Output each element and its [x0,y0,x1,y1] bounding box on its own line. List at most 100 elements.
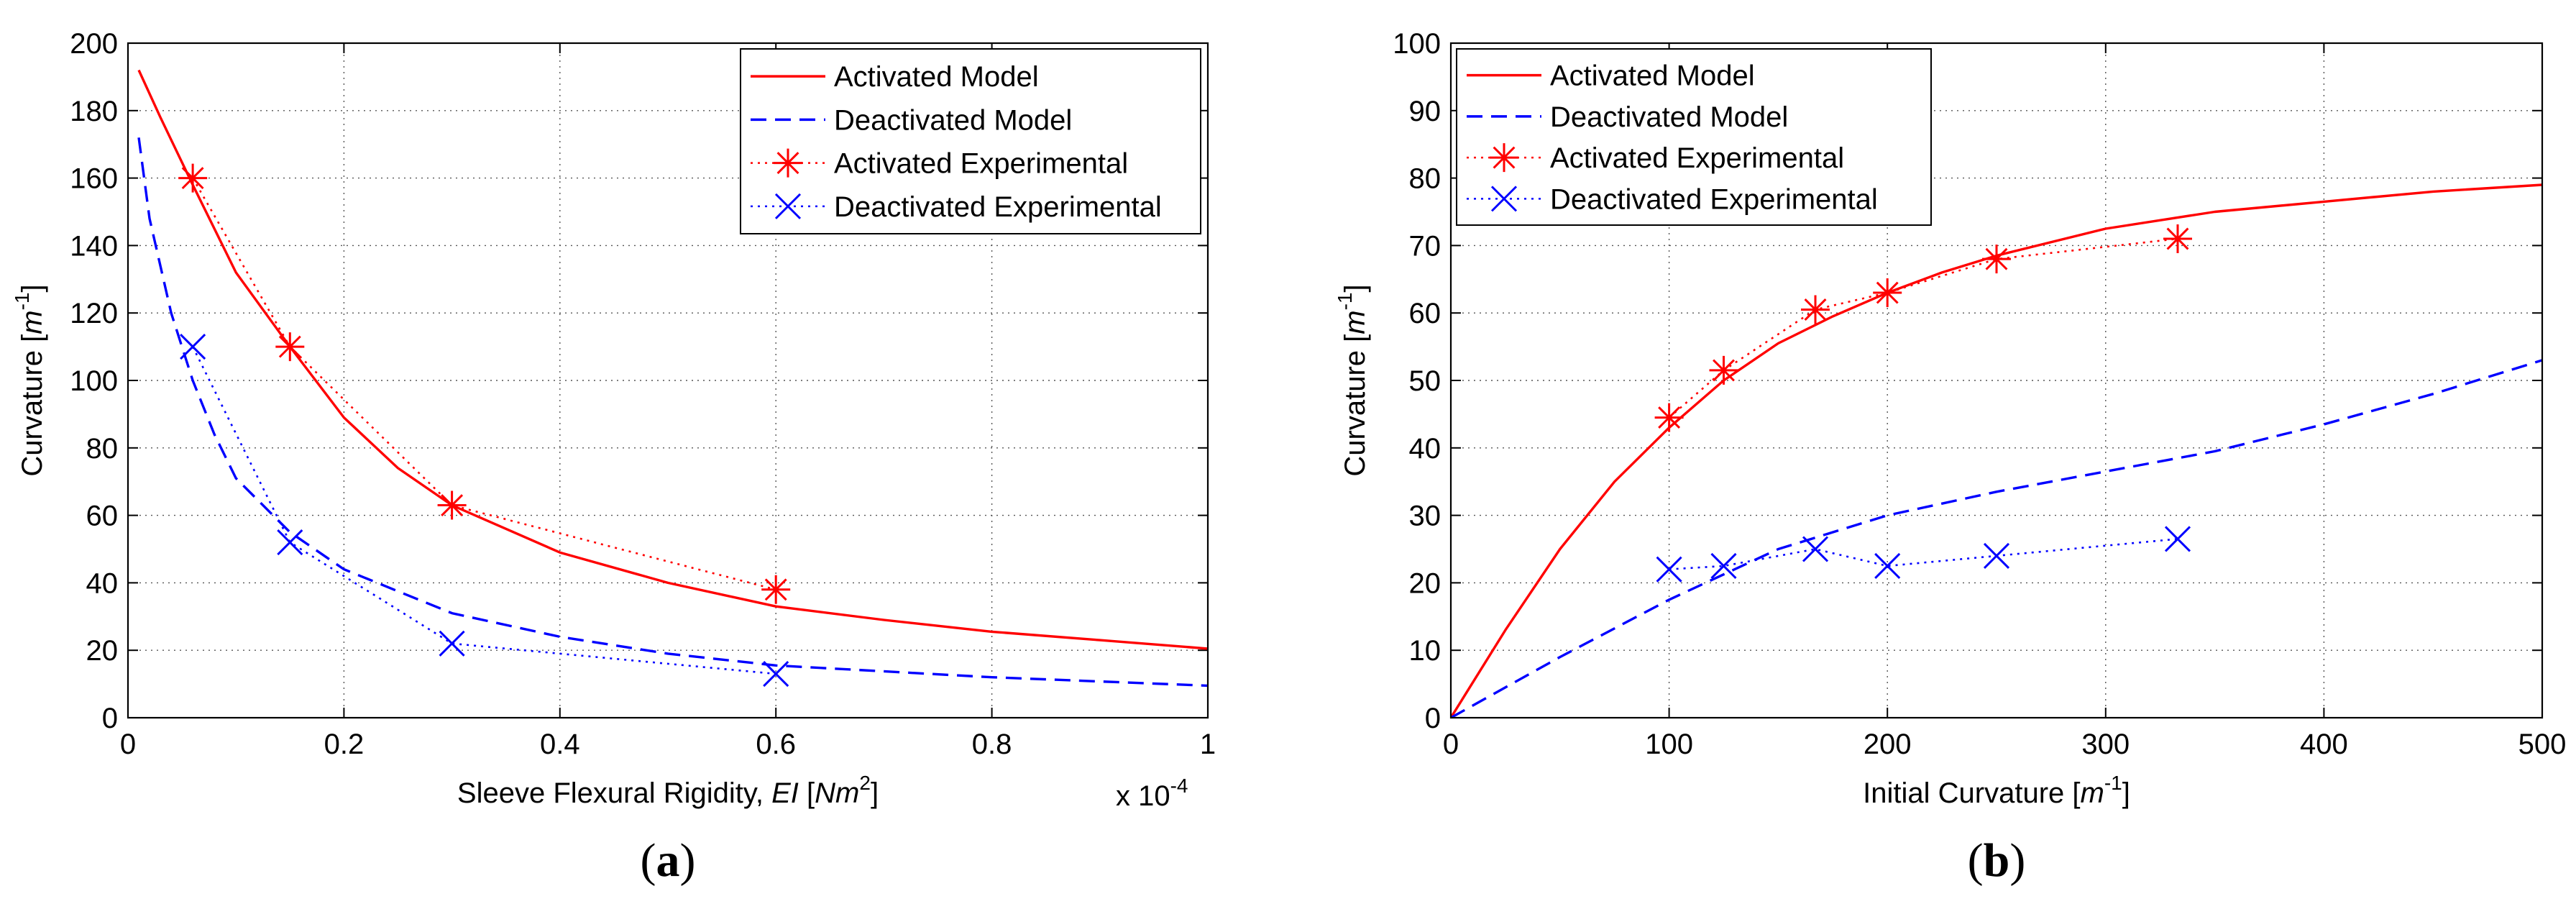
x-tick-label: 1 [1200,729,1216,760]
legend: Activated Model Deactivated Model Activate… [740,48,1201,234]
star-marker [761,575,791,604]
star-marker [1654,403,1684,432]
y-tick-label: 20 [86,635,119,667]
legend-item: Activated Experimental [1467,142,1844,174]
x-marker [774,193,802,219]
legend-label: Deactivated Model [1550,101,1788,133]
x-tick-label: 0.2 [324,729,365,760]
star-marker [1801,295,1830,324]
x-tick-label: 0 [1443,729,1459,760]
y-tick-label: 50 [1409,365,1441,397]
y-tick-label: 60 [86,501,119,532]
legend-box [740,48,1201,234]
x-tick-label: 400 [2300,729,2348,760]
x-marker [1983,542,2010,569]
chart-panel-1: 0 0.2 0.4 0.6 0.8 1 0 20 40 60 80 100 120 140 160 180 20… [11,28,1216,887]
x-marker [1490,186,1518,212]
y-tick-label: 20 [1409,567,1441,599]
panel-label: (b) [1968,834,2026,887]
y-tick-label: 100 [70,365,118,397]
axes-frame [1449,42,2544,719]
star-marker [1490,143,1518,173]
legend-box [1456,48,1932,226]
series-deactivated-experimental [180,334,789,688]
x-tick-label: 0 [120,729,136,760]
x-marker [2164,526,2191,552]
star-marker [178,163,208,193]
y-tick-label: 0 [1425,703,1441,734]
legend-label: Activated Model [1550,60,1755,92]
x-marker [1710,552,1737,580]
x-marker [439,630,465,657]
y-tick-label: 200 [70,28,118,60]
chart-panel-2: 0 100 200 300 400 500 0 10 20 30 40 50 60 70 80 90 100 Ac… [1334,28,2566,887]
panel-label: (a) [641,834,696,887]
y-tick-label: 70 [1409,230,1441,262]
x-axis-multiplier: x 10-4 [1116,775,1188,812]
legend-label: Activated Experimental [1550,142,1844,174]
legend: Activated Model Deactivated Model Activate… [1456,48,1932,226]
x-axis-label: Initial Curvature [m-1] [1863,772,2130,809]
legend-item: Deactivated Experimental [751,191,1162,223]
legend-label: Deactivated Experimental [1550,183,1878,215]
y-tick-label: 120 [70,298,118,329]
legend-item: Deactivated Model [1467,101,1788,133]
series-deactivated-model [137,137,1208,688]
x-marker [1656,556,1682,583]
x-marker [277,529,303,556]
x-tick-label: 300 [2081,729,2130,760]
legend-item: Deactivated Experimental [1467,183,1878,215]
y-tick-label: 180 [70,96,118,127]
y-tick-label: 80 [1409,163,1441,195]
y-tick-label: 140 [70,230,118,262]
series-activated-experimental [178,163,791,604]
series-deactivated-model [1451,359,2542,718]
y-tick-label: 90 [1409,96,1441,127]
x-tick-label: 0.6 [756,729,796,760]
star-marker [1873,278,1902,308]
star-marker [2163,224,2192,254]
star-marker [774,148,802,178]
x-tick-label: 200 [1864,729,1912,760]
y-tick-label: 30 [1409,501,1441,532]
x-tick-label: 0.4 [540,729,580,760]
x-axis-label: Sleeve Flexural Rigidity, EI [Nm2] [457,772,879,809]
legend-item: Activated Model [751,61,1039,93]
y-axis-label: Curvature [m-1] [1334,284,1371,476]
y-tick-label: 160 [70,163,118,195]
series-deactivated-experimental [1656,526,2191,583]
legend-label: Activated Experimental [834,148,1128,180]
legend-item: Activated Experimental [751,148,1128,180]
x-tick-label: 0.8 [972,729,1012,760]
y-tick-label: 100 [1393,28,1441,60]
x-tick-label: 500 [2518,729,2567,760]
series-line [1451,183,2542,718]
y-tick-label: 60 [1409,298,1441,329]
legend-item: Deactivated Model [751,104,1072,136]
y-tick-label: 80 [86,433,119,465]
x-marker [180,334,206,360]
x-marker [763,660,789,688]
star-marker [1709,355,1738,385]
series-activated-model [1451,183,2542,718]
y-tick-label: 40 [1409,433,1441,465]
x-tick-label: 100 [1645,729,1693,760]
series-line [137,137,1208,688]
legend-label: Deactivated Model [834,104,1072,136]
y-tick-label: 10 [1409,635,1441,667]
x-marker [1802,536,1829,562]
legend-item: Activated Model [1467,60,1755,92]
series-activated-experimental [1654,224,2192,432]
y-tick-label: 40 [86,567,119,599]
series-line [191,346,776,675]
x-marker [1874,552,1901,580]
y-tick-label: 0 [102,703,118,734]
y-axis-label: Curvature [m-1] [11,284,48,476]
series-line [1451,359,2542,718]
star-marker [1982,245,2011,274]
star-marker [437,490,467,520]
legend-label: Deactivated Experimental [834,191,1162,223]
axes-frame [127,42,1209,719]
star-marker [275,332,305,362]
